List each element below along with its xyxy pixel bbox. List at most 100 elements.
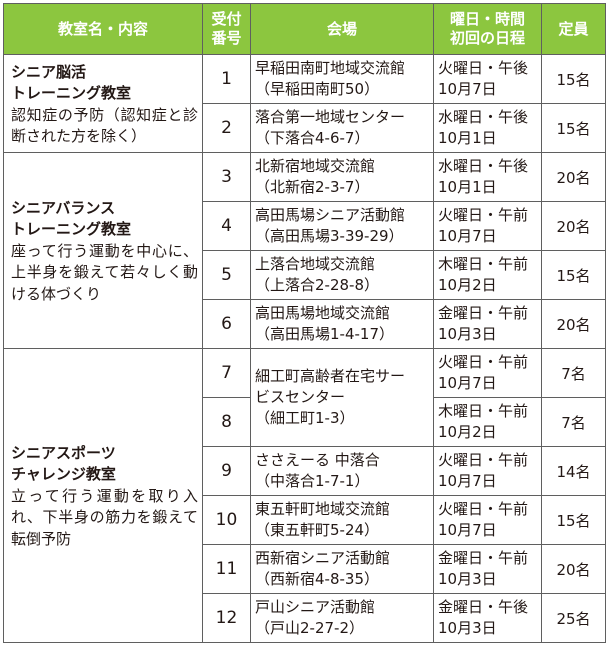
schedule-line: 10月3日: [438, 325, 497, 343]
venue-line: 早稲田南町地域交流館: [255, 59, 406, 77]
table-row: シニアバランス トレーニング教室 座って行う運動を中心に、上半身を鍛えて若々しく動け…: [3, 152, 606, 349]
reception-number: 10: [202, 495, 251, 545]
venue-line: ささえーる 中落合: [255, 451, 380, 469]
venue-line: 上落合地域交流館: [255, 255, 376, 273]
course-name-line: シニアスポーツ: [11, 443, 116, 462]
schedule-cell: 火曜日・午前 10月7日: [433, 446, 542, 496]
schedule-line: 木曜日・午前: [438, 255, 529, 273]
reception-number: 6: [202, 299, 251, 349]
course-name-line: トレーニング教室: [11, 220, 132, 239]
header-row: 教室名・内容 受付 番号 会場 曜日・時間 初回の日程 定員: [3, 3, 606, 55]
course-cell: シニア脳活トレーニング教室認知症の予防（認知症と診断された方を除く）: [3, 54, 203, 153]
schedule-line: 金曜日・午前: [438, 549, 529, 567]
schedule-line: 10月2日: [438, 276, 497, 294]
reception-number: 12: [202, 593, 251, 643]
schedule-cell: 水曜日・午後 10月1日: [433, 152, 542, 202]
schedule-line: 10月7日: [438, 374, 497, 392]
venue-cell: 高田馬場地域交流館 （高田馬場1-4-17）: [250, 299, 434, 349]
schedule-line: 10月2日: [438, 423, 497, 441]
schedule-line: 木曜日・午前: [438, 402, 529, 420]
venue-cell: 高田馬場シニア活動館 （高田馬場3-39-29）: [250, 201, 434, 251]
capacity-cell: 15名: [541, 495, 606, 545]
schedule-cell: 水曜日・午後 10月1日: [433, 103, 542, 153]
course-name-line: チャレンジ教室: [11, 465, 116, 484]
capacity-cell: 15名: [541, 103, 606, 153]
venue-line: （上落合2-28-8）: [255, 276, 379, 294]
schedule-cell: 木曜日・午前 10月2日: [433, 250, 542, 300]
header-number: 受付 番号: [202, 3, 251, 55]
schedule-line: 火曜日・午前: [438, 206, 529, 224]
capacity-cell: 7名: [541, 397, 606, 447]
reception-number: 8: [202, 397, 251, 447]
reception-number: 2: [202, 103, 251, 153]
capacity-cell: 20名: [541, 201, 606, 251]
schedule-line: 10月7日: [438, 521, 497, 539]
schedule-line: 金曜日・午前: [438, 304, 529, 322]
table-row: 10 東五軒町地域交流館 （東五軒町5-24） 火曜日・午前 10月7日 15名: [4, 495, 606, 545]
schedule-cell: 金曜日・午前 10月3日: [433, 544, 542, 594]
table-row: 2 落合第一地域センター （下落合4-6-7） 水曜日・午後 10月1日 15名: [4, 103, 606, 153]
course-description: 認知症の予防（認知症と診断された方を除く）: [11, 105, 198, 146]
reception-number: 11: [202, 544, 251, 594]
course-name-line: シニア脳活: [11, 62, 87, 81]
schedule-line: 10月1日: [438, 178, 497, 196]
venue-line: 西新宿シニア活動館: [255, 549, 391, 567]
header-course: 教室名・内容: [3, 3, 203, 55]
schedule-line: 火曜日・午前: [438, 451, 529, 469]
header-capacity: 定員: [541, 3, 606, 55]
course-name-line: シニアバランス: [11, 198, 116, 217]
reception-number: 3: [202, 152, 251, 202]
schedule-line: 10月7日: [438, 80, 497, 98]
reception-number: 1: [202, 54, 251, 104]
table-row: 11 西新宿シニア活動館 （西新宿4-8-35） 金曜日・午前 10月3日 20名: [4, 544, 606, 594]
schedule-line: 金曜日・午後: [438, 598, 529, 616]
reception-number: 7: [202, 348, 251, 398]
schedule-line: 火曜日・午前: [438, 353, 529, 371]
header-number-line-1: 受付: [211, 10, 242, 28]
capacity-cell: 25名: [541, 593, 606, 643]
capacity-cell: 15名: [541, 250, 606, 300]
reception-number: 9: [202, 446, 251, 496]
capacity-cell: 15名: [541, 54, 606, 104]
capacity-cell: 14名: [541, 446, 606, 496]
venue-line: （下落合4-6-7）: [255, 129, 370, 147]
course-name-line: トレーニング教室: [11, 84, 132, 102]
course-cell: シニアバランス トレーニング教室 座って行う運動を中心に、上半身を鍛えて若々しく動け…: [3, 152, 203, 349]
venue-line: （北新宿2-3-7）: [255, 178, 370, 196]
venue-cell: 西新宿シニア活動館 （西新宿4-8-35）: [250, 544, 434, 594]
venue-line: （戸山2-27-2）: [255, 619, 364, 637]
table-row: 12 戸山シニア活動館 （戸山2-27-2） 金曜日・午後 10月3日 25名: [4, 593, 606, 643]
venue-line: （高田馬場1-4-17）: [255, 325, 394, 343]
reception-number: 4: [202, 201, 251, 251]
schedule-line: 水曜日・午後: [438, 157, 529, 175]
header-schedule: 曜日・時間 初回の日程: [433, 3, 542, 55]
venue-cell: 東五軒町地域交流館 （東五軒町5-24）: [250, 495, 434, 545]
class-schedule-table: 教室名・内容 受付 番号 会場 曜日・時間 初回の日程 定員 シニア脳活トレーニ…: [3, 3, 606, 643]
schedule-line: 10月3日: [438, 570, 497, 588]
header-schedule-line-1: 曜日・時間: [449, 10, 525, 28]
reception-number: 5: [202, 250, 251, 300]
venue-cell: 北新宿地域交流館 （北新宿2-3-7）: [250, 152, 434, 202]
venue-cell: 上落合地域交流館 （上落合2-28-8）: [250, 250, 434, 300]
venue-line: 落合第一地域センター: [255, 108, 406, 126]
schedule-line: 水曜日・午後: [438, 108, 529, 126]
capacity-cell: 7名: [541, 348, 606, 398]
schedule-cell: 火曜日・午前 10月7日: [433, 348, 542, 398]
venue-line: （細工町1-3）: [255, 409, 355, 427]
table-row: 4 高田馬場シニア活動館 （高田馬場3-39-29） 火曜日・午前 10月7日 20名: [4, 201, 606, 251]
schedule-cell: 金曜日・午前 10月3日: [433, 299, 542, 349]
header-venue: 会場: [250, 3, 434, 55]
venue-line: 北新宿地域交流館: [255, 157, 376, 175]
schedule-cell: 火曜日・午前 10月7日: [433, 201, 542, 251]
schedule-line: 10月1日: [438, 129, 497, 147]
venue-line: 東五軒町地域交流館: [255, 500, 391, 518]
venue-line: 高田馬場シニア活動館: [255, 206, 406, 224]
schedule-line: 火曜日・午前: [438, 500, 529, 518]
table-row: シニア脳活トレーニング教室認知症の予防（認知症と診断された方を除く） 1 早稲田南町…: [3, 54, 606, 153]
venue-line: （高田馬場3-39-29）: [255, 227, 404, 245]
course-cell: シニアスポーツ チャレンジ教室 立って行う運動を取り入れ、下半身の筋力を鍛えて転倒予…: [3, 348, 203, 643]
schedule-cell: 火曜日・午後 10月7日: [433, 54, 542, 104]
table-row: 8 木曜日・午前 10月2日 7名: [4, 397, 606, 447]
venue-line: 高田馬場地域交流館: [255, 304, 391, 322]
venue-cell: 戸山シニア活動館 （戸山2-27-2）: [250, 593, 434, 643]
